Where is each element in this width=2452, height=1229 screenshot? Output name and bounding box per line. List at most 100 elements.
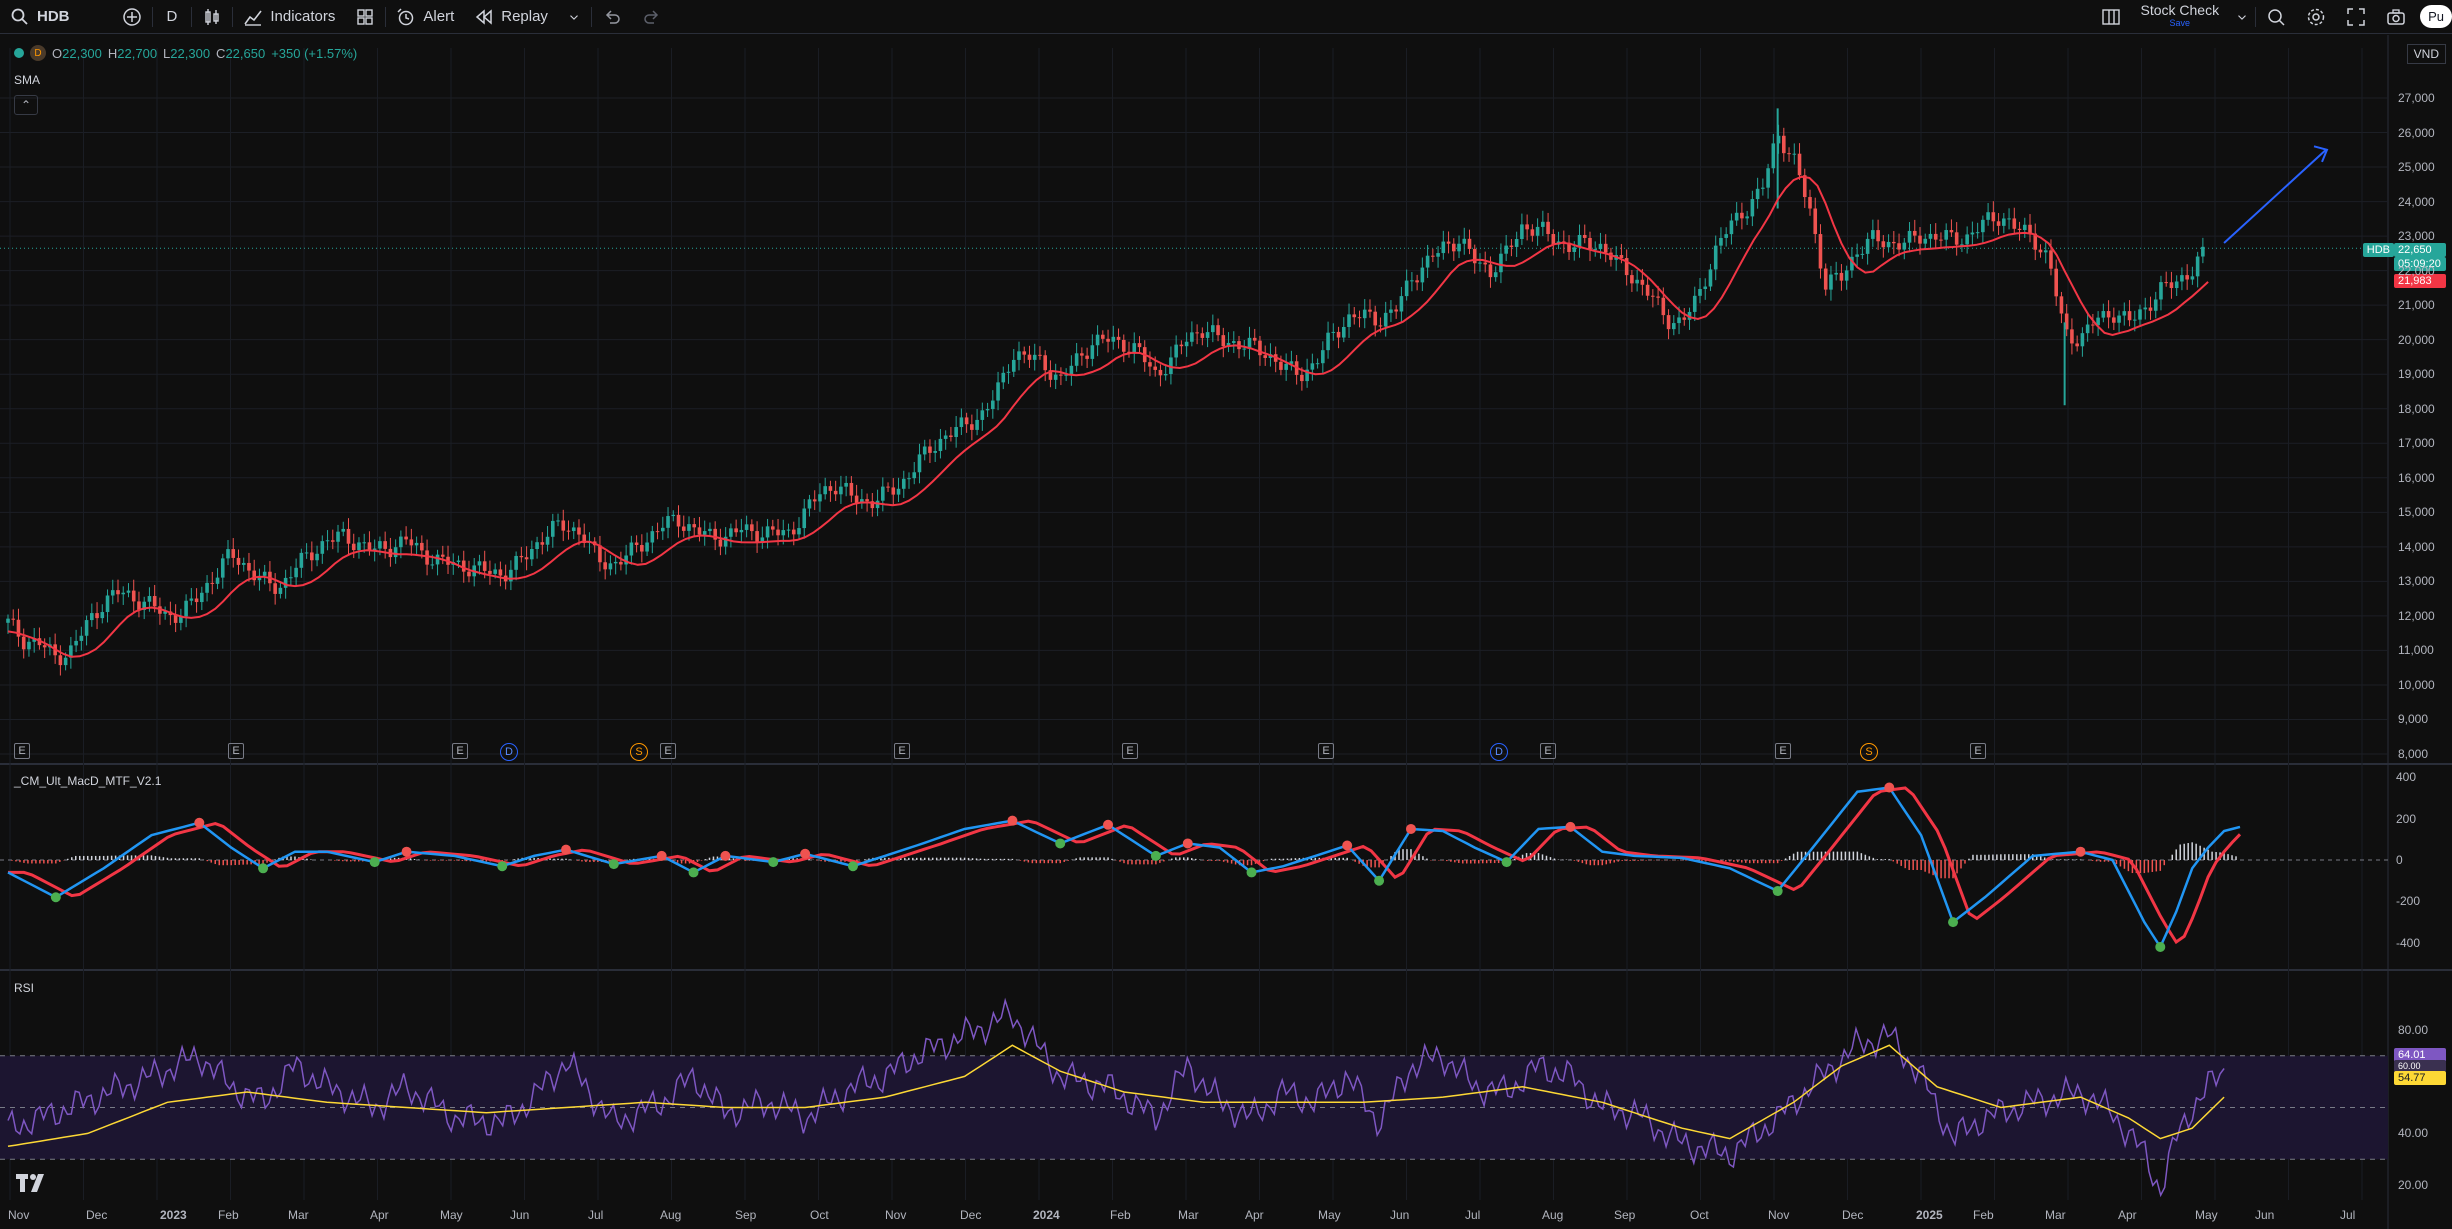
chart-area[interactable] — [0, 35, 2452, 1229]
candle-body — [1389, 309, 1393, 313]
macd-cross-dot — [688, 867, 699, 878]
candle-body — [509, 569, 513, 582]
earnings-marker[interactable]: E — [1775, 743, 1791, 759]
candle-body — [1279, 361, 1283, 370]
publish-button[interactable]: Pu — [2416, 0, 2452, 34]
candle-body — [1981, 219, 1985, 233]
candle-body — [2049, 250, 2053, 269]
earnings-marker[interactable]: E — [1122, 743, 1138, 759]
dividend-marker[interactable]: D — [500, 743, 518, 761]
candle-body — [2117, 315, 2121, 323]
time-tick-label: 2025 — [1916, 1208, 1943, 1222]
indicators-button[interactable]: Indicators — [233, 0, 345, 34]
symbol-price-tag: HDB — [2362, 243, 2394, 257]
time-tick-label: Jun — [510, 1208, 530, 1222]
time-tick-label: Nov — [885, 1208, 907, 1222]
layout-name-button[interactable]: Stock Check Save — [2131, 0, 2230, 34]
candle-body — [194, 598, 199, 603]
price-tick-label: 11,000 — [2398, 643, 2434, 658]
candle-body — [886, 486, 890, 488]
candle-body — [409, 539, 414, 546]
candle-body — [1829, 274, 1833, 290]
candle-body — [1300, 374, 1304, 382]
layout-name: Stock Check — [2140, 1, 2220, 18]
fullscreen-button[interactable] — [2336, 0, 2376, 34]
time-tick-label: Mar — [288, 1208, 309, 1222]
alert-label: Alert — [423, 8, 455, 25]
collapse-legend-button[interactable]: ⌃ — [14, 95, 38, 115]
snapshot-button[interactable] — [2376, 0, 2416, 34]
dividend-marker[interactable]: D — [1490, 743, 1508, 761]
candle-body — [1483, 262, 1488, 265]
interval-button[interactable]: D — [153, 0, 192, 34]
price-tick-label: 8,000 — [2398, 747, 2429, 761]
candle-body — [870, 501, 875, 509]
macd-indicator-title[interactable]: _CM_Ult_MacD_MTF_V2.1 — [14, 774, 162, 788]
earnings-marker[interactable]: E — [894, 743, 910, 759]
redo-button[interactable] — [632, 0, 672, 34]
candle-body — [1341, 327, 1346, 338]
quick-search-button[interactable] — [2256, 0, 2296, 34]
macd-cross-dot — [1948, 917, 1959, 928]
price-tick-label: 24,000 — [2398, 194, 2435, 209]
candle-body — [1488, 264, 1493, 278]
rsi-indicator-title[interactable]: RSI — [14, 981, 35, 995]
macd-tick-label: -400 — [2396, 935, 2421, 950]
candle-body — [498, 569, 503, 576]
layout-menu-button[interactable] — [2229, 0, 2255, 34]
candle-body — [2169, 282, 2174, 289]
rsi-tick-label: 80.00 — [2398, 1022, 2429, 1037]
alert-button[interactable]: Alert — [386, 0, 464, 34]
earnings-marker[interactable]: E — [1318, 743, 1334, 759]
sma-indicator-title[interactable]: SMA — [14, 73, 41, 87]
candle-body — [1284, 363, 1288, 370]
templates-button[interactable] — [345, 0, 385, 34]
earnings-marker[interactable]: E — [452, 743, 468, 759]
candle-body — [598, 545, 602, 563]
candle-body — [147, 596, 152, 602]
candle-body — [461, 560, 466, 572]
replay-button[interactable]: Replay — [464, 0, 591, 34]
compare-button[interactable] — [80, 0, 152, 34]
candle-body — [964, 417, 969, 425]
layout-button[interactable] — [2091, 0, 2131, 34]
undo-button[interactable] — [592, 0, 632, 34]
divider — [2255, 6, 2257, 27]
candle-body — [823, 486, 827, 495]
chart-canvas[interactable] — [0, 35, 2452, 1229]
candle-body — [1677, 317, 1681, 324]
split-marker[interactable]: S — [630, 743, 648, 761]
candle-body — [310, 552, 314, 561]
candle-body — [126, 590, 131, 593]
chart-type-button[interactable] — [192, 0, 232, 34]
candle-body — [1692, 295, 1697, 312]
time-tick-label: 2023 — [160, 1208, 187, 1222]
macd-tick-label: 0 — [2396, 853, 2403, 867]
tradingview-logo[interactable] — [16, 1172, 50, 1198]
time-tick-label: Dec — [960, 1208, 982, 1222]
earnings-marker[interactable]: E — [1970, 743, 1986, 759]
candle-body — [1860, 253, 1865, 255]
earnings-marker[interactable]: E — [14, 743, 30, 759]
candle-body — [1111, 336, 1116, 342]
candle-body — [1169, 357, 1173, 375]
time-tick-label: Sep — [735, 1208, 757, 1222]
candle-body — [1258, 340, 1262, 356]
time-tick-label: 2024 — [1033, 1208, 1060, 1222]
currency-button[interactable]: VND — [2406, 44, 2446, 64]
earnings-marker[interactable]: E — [660, 743, 676, 759]
candle-body — [110, 590, 115, 596]
candle-body — [425, 550, 429, 565]
split-marker[interactable]: S — [1860, 743, 1878, 761]
candle-body — [2143, 307, 2148, 310]
candle-body — [807, 499, 812, 509]
earnings-marker[interactable]: E — [1540, 743, 1556, 759]
candle-body — [262, 571, 267, 576]
earnings-marker[interactable]: E — [228, 743, 244, 759]
candle-body — [713, 528, 717, 540]
settings-button[interactable] — [2296, 0, 2336, 34]
candle-body — [1074, 353, 1079, 366]
candle-body — [1080, 353, 1084, 356]
symbol-search-button[interactable]: HDB — [0, 0, 80, 34]
candle-body — [634, 542, 639, 546]
